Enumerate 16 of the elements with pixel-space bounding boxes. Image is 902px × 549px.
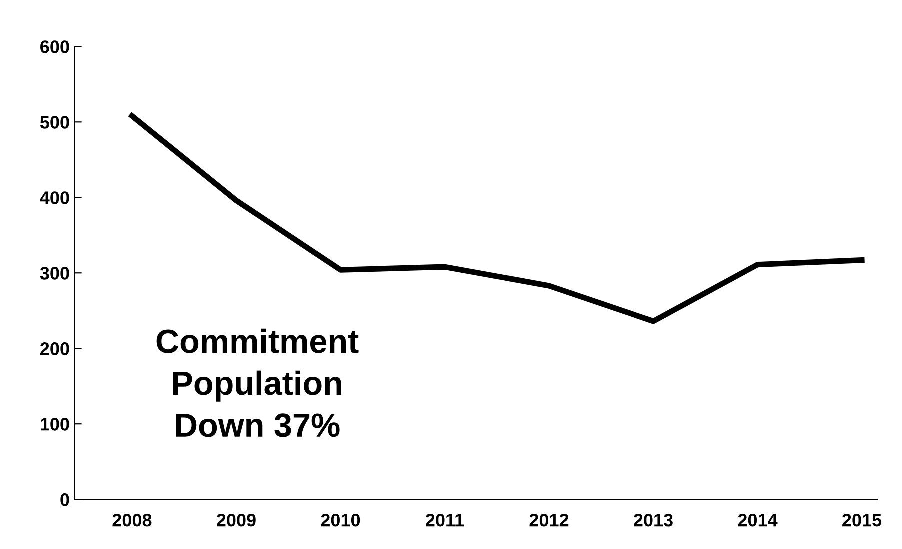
x-tick-label: 2015 bbox=[842, 514, 882, 527]
y-tick-label: 200 bbox=[40, 342, 70, 356]
y-tick-label: 500 bbox=[40, 116, 70, 129]
x-tick-label: 2014 bbox=[738, 514, 778, 527]
x-tick-label: 2011 bbox=[426, 514, 464, 527]
y-tick-label: 600 bbox=[40, 40, 70, 54]
x-tick-label: 2009 bbox=[217, 514, 256, 527]
annotation: Commitment Population Down 37% bbox=[156, 328, 359, 438]
y-tick-label: 100 bbox=[41, 418, 70, 431]
y-tick-label: 400 bbox=[40, 192, 70, 204]
x-tick-label: 2013 bbox=[634, 514, 673, 527]
x-tick-label: 2010 bbox=[321, 514, 360, 527]
y-tick-label: 300 bbox=[40, 267, 70, 280]
x-tick-label: 2008 bbox=[112, 514, 152, 527]
x-tick-label: 2012 bbox=[530, 514, 569, 527]
y-tick-label: 0 bbox=[60, 494, 70, 506]
